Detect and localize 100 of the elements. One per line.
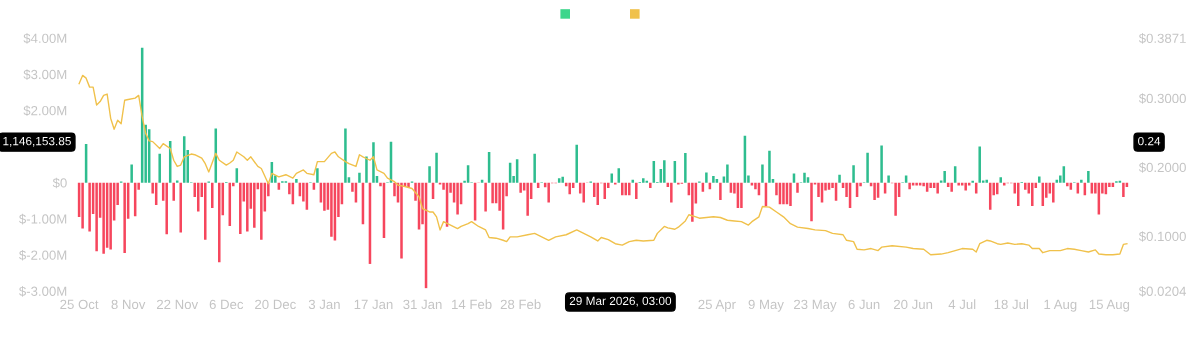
x-tick-label: 6 Jun <box>848 299 880 310</box>
bar <box>158 153 161 183</box>
bar <box>635 182 638 199</box>
bar <box>712 176 715 183</box>
bar <box>102 182 105 254</box>
bar <box>239 182 242 234</box>
x-tick-label: 6 Dec <box>209 299 244 310</box>
y-tick-label: $0 <box>52 177 67 189</box>
bar <box>705 172 708 183</box>
bar <box>358 172 361 183</box>
bar <box>575 144 578 183</box>
bar <box>175 180 179 183</box>
bar <box>1122 182 1125 198</box>
bar <box>726 164 729 183</box>
bar <box>316 168 319 183</box>
bar <box>582 182 585 203</box>
bar <box>365 156 368 183</box>
bar <box>796 182 799 193</box>
bar <box>873 182 876 200</box>
bar <box>1038 176 1041 183</box>
bar <box>344 128 347 183</box>
x-tick-label: 8 Nov <box>111 299 146 310</box>
text: 29 Mar 2026, 03:00 <box>569 296 672 307</box>
bar <box>964 182 967 191</box>
bar <box>596 182 600 206</box>
bar <box>561 176 564 183</box>
bar <box>179 182 182 233</box>
y2-tick-label: $0.2000 <box>1138 162 1186 173</box>
bar <box>1087 171 1090 183</box>
text: 0.24 <box>1138 136 1161 146</box>
bar <box>957 182 960 186</box>
bar <box>211 182 214 208</box>
bar <box>1052 182 1055 203</box>
bar <box>789 182 792 207</box>
x-tick-label: 17 Jan <box>354 299 393 310</box>
y-tick-label: $3.00M <box>23 69 67 80</box>
bar <box>985 179 988 183</box>
bar <box>880 145 883 183</box>
bar <box>81 182 84 229</box>
bar <box>936 182 939 194</box>
x-tick-label: 25 Apr <box>698 299 736 312</box>
bar <box>621 182 624 196</box>
bar <box>568 182 571 195</box>
bar <box>130 164 133 183</box>
bar <box>407 182 410 187</box>
bar <box>109 182 112 250</box>
x-tick-label: 14 Feb <box>452 299 492 310</box>
x-tick-label: 25 Oct <box>60 299 99 310</box>
bar <box>649 182 652 189</box>
bar <box>519 182 522 193</box>
bar <box>1066 182 1069 187</box>
bar <box>943 171 946 183</box>
bar <box>642 178 645 183</box>
bar <box>782 182 785 205</box>
bar <box>761 164 764 183</box>
y-tick-label: $4.00M <box>23 33 67 44</box>
x-tick-label: 15 Aug <box>1089 299 1130 312</box>
bar <box>1002 182 1006 186</box>
bar <box>330 182 333 237</box>
y2-tick-label: $0.3000 <box>1138 93 1186 104</box>
bar <box>435 152 438 183</box>
y-tick-label: $-2.00M <box>19 249 67 261</box>
bar <box>810 182 813 222</box>
bar <box>533 153 536 183</box>
bar <box>372 142 375 183</box>
bar <box>1024 182 1027 190</box>
bar <box>610 173 614 183</box>
bar <box>88 182 91 232</box>
bar <box>253 182 256 228</box>
bar <box>1031 182 1034 207</box>
bar <box>557 178 561 183</box>
bar <box>684 153 687 183</box>
x-tick-label: 31 Jan <box>403 299 442 310</box>
y2-tick-label: $0.3871 <box>1138 33 1186 44</box>
bar <box>999 177 1002 183</box>
bar <box>428 166 431 183</box>
x-tick-label: 20 Dec <box>255 299 296 310</box>
y2-tick-label: $0.1000 <box>1138 231 1186 242</box>
bar <box>978 146 981 183</box>
bar <box>670 182 673 203</box>
bar <box>803 172 806 183</box>
bar <box>123 182 126 254</box>
bar <box>491 182 494 204</box>
bar <box>218 182 221 263</box>
bar <box>950 182 953 192</box>
bar <box>295 179 298 183</box>
bar <box>196 182 200 212</box>
y-tick-label: $2.00M <box>23 105 67 117</box>
x-tick-label: 4 Jul <box>948 299 976 310</box>
bar <box>838 174 841 183</box>
x-tick-label: 20 Jun <box>893 299 933 310</box>
bar <box>915 182 918 186</box>
x-tick-label: 9 May <box>748 299 784 312</box>
bar <box>246 182 249 232</box>
bar <box>691 182 694 222</box>
bar <box>526 182 529 216</box>
bar <box>866 152 869 183</box>
bar <box>663 160 666 183</box>
x-tick-label: 28 Feb <box>500 299 541 310</box>
bar <box>204 182 207 240</box>
